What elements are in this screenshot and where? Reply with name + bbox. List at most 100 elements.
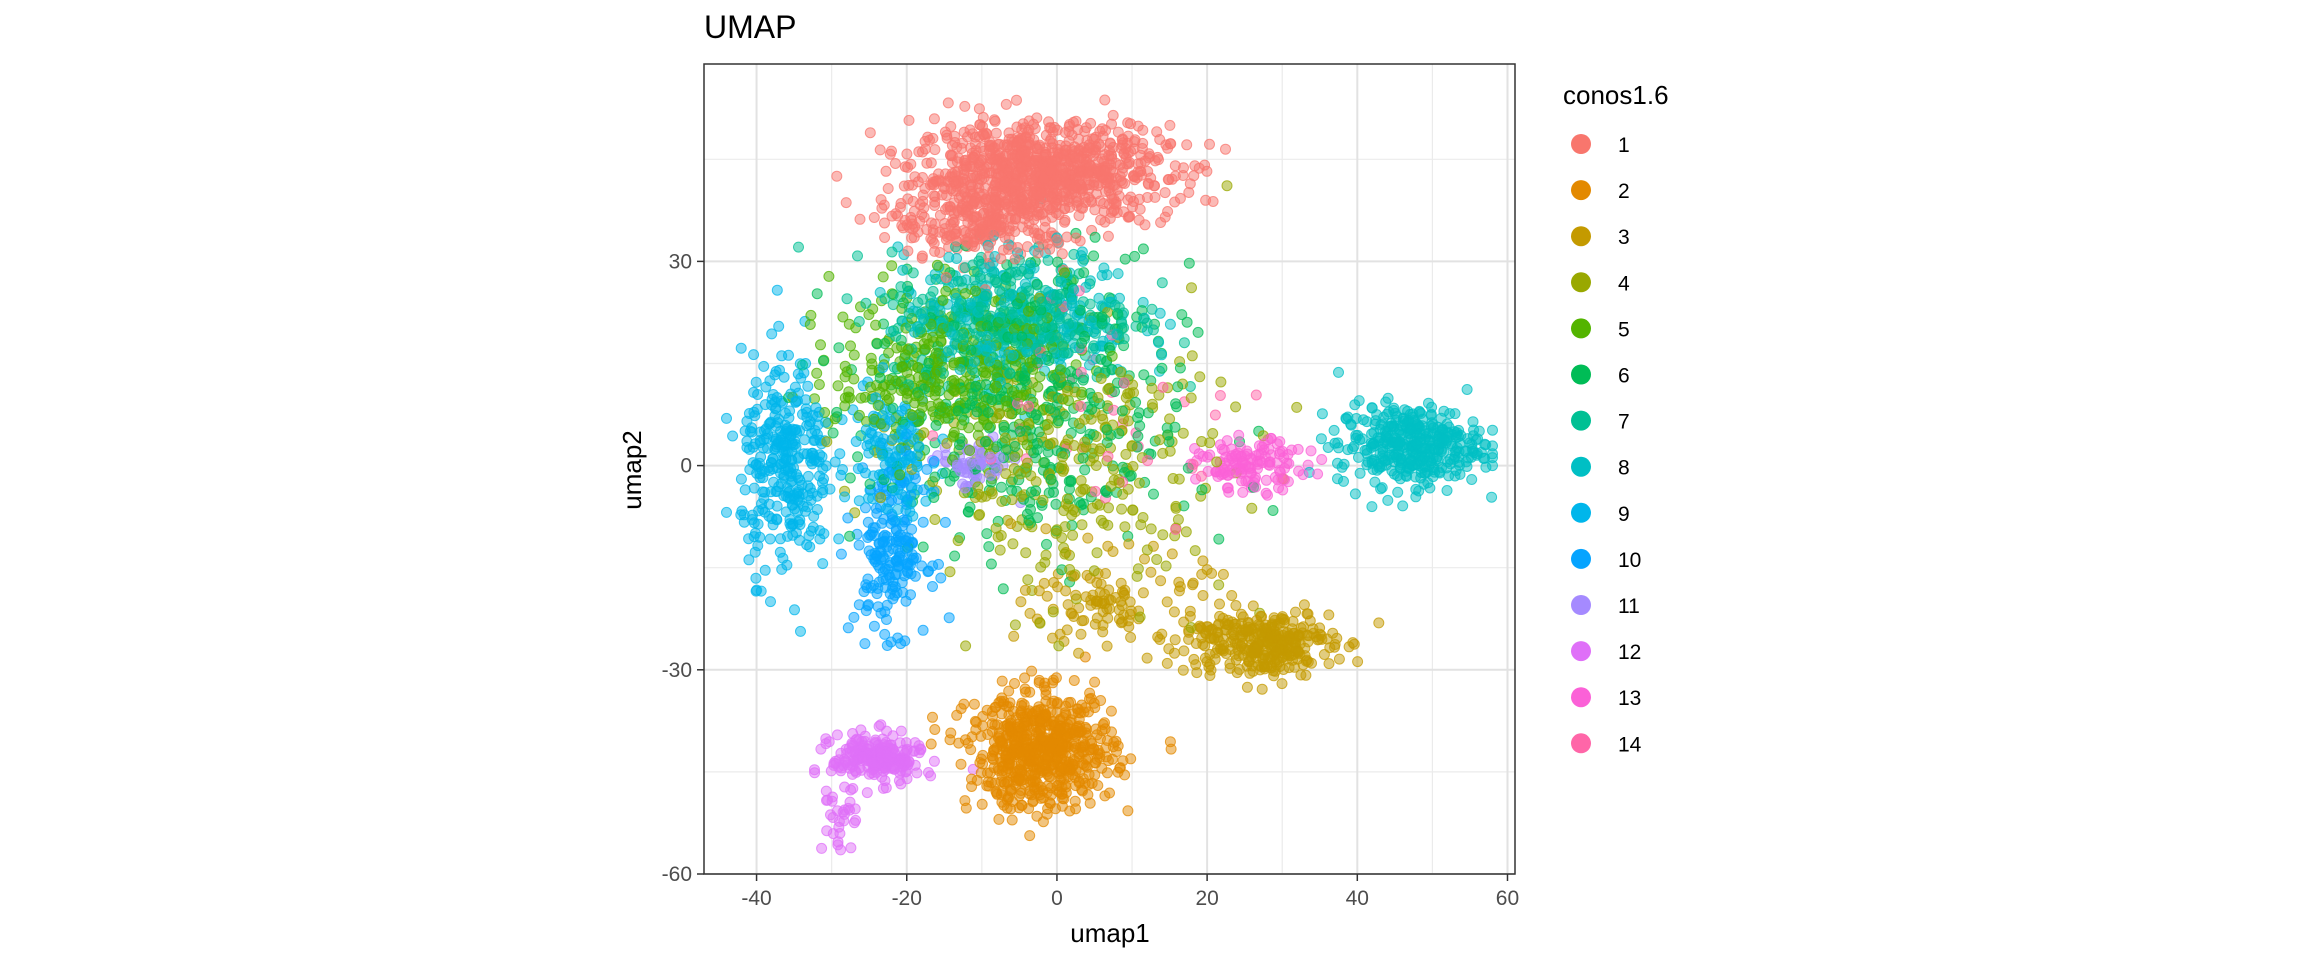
data-point-cluster-1 xyxy=(977,188,989,200)
data-point-cluster-7 xyxy=(1044,333,1056,344)
data-point-cluster-13 xyxy=(1242,475,1254,487)
data-point-cluster-6 xyxy=(811,288,823,300)
data-point-cluster-9 xyxy=(834,448,846,460)
data-point-cluster-6 xyxy=(1101,424,1113,436)
data-point-cluster-2 xyxy=(1089,676,1101,688)
data-point-cluster-3 xyxy=(1082,532,1094,544)
data-point-cluster-4 xyxy=(1160,560,1172,572)
data-point-cluster-2 xyxy=(1020,686,1032,698)
data-point-cluster-3 xyxy=(1097,626,1109,638)
data-point-cluster-5 xyxy=(883,374,895,386)
data-point-cluster-10 xyxy=(939,516,951,528)
data-point-cluster-7 xyxy=(1015,265,1027,277)
data-point-cluster-3 xyxy=(1190,638,1202,649)
data-point-cluster-3 xyxy=(1125,631,1137,643)
data-point-cluster-9 xyxy=(785,388,797,400)
data-point-cluster-1 xyxy=(1106,193,1118,205)
data-point-cluster-1 xyxy=(1011,94,1022,106)
data-point-cluster-1 xyxy=(1085,117,1097,129)
data-point-cluster-8 xyxy=(1328,424,1340,436)
data-point-cluster-10 xyxy=(927,581,938,592)
data-point-cluster-13 xyxy=(1265,433,1277,444)
data-point-cluster-9 xyxy=(771,392,783,403)
data-point-cluster-8 xyxy=(1444,453,1456,465)
data-point-cluster-10 xyxy=(842,512,854,524)
data-point-cluster-1 xyxy=(1117,133,1129,145)
data-point-cluster-9 xyxy=(773,320,785,332)
data-point-cluster-1 xyxy=(1125,118,1136,130)
data-point-cluster-8 xyxy=(1380,396,1392,408)
data-point-cluster-1 xyxy=(988,153,1000,165)
data-point-cluster-4 xyxy=(1042,424,1054,435)
data-point-cluster-3 xyxy=(1033,585,1045,597)
data-point-cluster-1 xyxy=(1032,247,1044,259)
data-point-cluster-6 xyxy=(1137,243,1149,255)
data-point-cluster-6 xyxy=(1086,403,1098,415)
data-point-cluster-3 xyxy=(1282,649,1294,661)
data-point-cluster-9 xyxy=(907,510,919,522)
data-point-cluster-9 xyxy=(741,415,753,427)
data-point-cluster-1 xyxy=(990,127,1002,139)
data-point-cluster-4 xyxy=(1069,506,1081,518)
data-point-cluster-13 xyxy=(1312,468,1324,480)
data-point-cluster-12 xyxy=(844,796,856,808)
data-point-cluster-5 xyxy=(1054,364,1066,376)
data-point-cluster-12 xyxy=(895,725,907,737)
data-point-cluster-10 xyxy=(842,622,854,634)
data-point-cluster-2 xyxy=(987,710,999,722)
data-point-cluster-1 xyxy=(959,100,971,112)
data-point-cluster-1 xyxy=(949,228,961,240)
data-point-cluster-5 xyxy=(815,339,826,351)
data-point-cluster-2 xyxy=(988,744,1000,756)
data-point-cluster-3 xyxy=(1041,590,1053,602)
data-point-cluster-1 xyxy=(1000,98,1012,110)
data-point-cluster-3 xyxy=(1047,632,1058,644)
data-point-cluster-3 xyxy=(1204,648,1216,660)
data-point-cluster-1 xyxy=(927,234,938,246)
data-point-cluster-2 xyxy=(1090,757,1102,769)
data-point-cluster-1 xyxy=(1009,213,1021,225)
data-point-cluster-6 xyxy=(1039,457,1051,469)
data-point-cluster-4 xyxy=(1093,445,1105,457)
data-point-cluster-2 xyxy=(1005,785,1017,797)
data-point-cluster-10 xyxy=(905,589,916,601)
data-point-cluster-13 xyxy=(1292,443,1304,455)
data-point-cluster-5 xyxy=(931,259,943,271)
data-point-cluster-3 xyxy=(1267,665,1279,677)
data-point-cluster-1 xyxy=(831,170,843,182)
data-point-cluster-10 xyxy=(892,561,904,573)
data-point-cluster-6 xyxy=(1162,429,1174,441)
data-point-cluster-8 xyxy=(1349,488,1361,500)
data-point-cluster-9 xyxy=(884,414,896,425)
data-point-cluster-5 xyxy=(1034,371,1046,383)
data-point-cluster-2 xyxy=(1006,814,1018,826)
data-point-cluster-12 xyxy=(839,781,851,793)
data-point-cluster-6 xyxy=(985,558,997,570)
data-point-cluster-2 xyxy=(1067,759,1079,770)
data-point-cluster-2 xyxy=(1090,723,1102,735)
data-point-cluster-5 xyxy=(980,367,992,379)
data-point-cluster-3 xyxy=(1123,538,1135,550)
data-point-cluster-9 xyxy=(721,412,732,424)
data-point-cluster-3 xyxy=(1230,600,1242,611)
data-point-cluster-8 xyxy=(1380,431,1392,443)
data-point-cluster-4 xyxy=(1009,619,1021,631)
data-point-cluster-7 xyxy=(860,297,872,309)
data-point-cluster-8 xyxy=(1085,315,1097,327)
data-point-cluster-8 xyxy=(1075,250,1087,262)
data-point-cluster-6 xyxy=(1044,402,1056,414)
data-point-cluster-8 xyxy=(951,253,963,264)
data-point-cluster-3 xyxy=(1145,566,1157,578)
data-point-cluster-4 xyxy=(1180,526,1192,538)
data-point-cluster-2 xyxy=(1107,753,1118,765)
data-point-cluster-2 xyxy=(1099,723,1111,735)
data-point-cluster-6 xyxy=(1045,473,1057,485)
data-point-cluster-9 xyxy=(768,476,780,488)
data-point-cluster-8 xyxy=(1366,457,1378,469)
data-point-cluster-3 xyxy=(1204,670,1216,681)
data-point-cluster-1 xyxy=(927,224,939,236)
data-point-cluster-3 xyxy=(1301,654,1313,666)
data-point-cluster-5 xyxy=(865,381,876,393)
data-point-cluster-5 xyxy=(981,419,993,431)
